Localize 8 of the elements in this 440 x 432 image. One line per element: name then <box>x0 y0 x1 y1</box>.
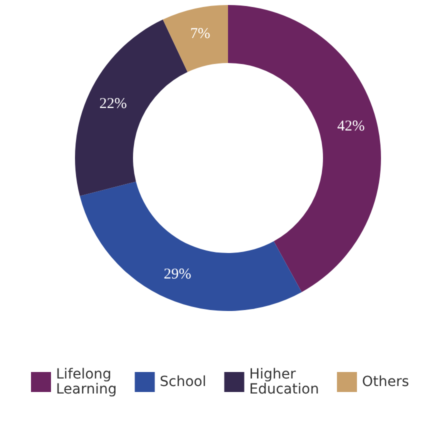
legend-label: Lifelong Learning <box>56 366 117 398</box>
data-label: 22% <box>99 96 127 112</box>
data-label: 7% <box>190 26 210 42</box>
legend-label: Higher Education <box>249 366 319 398</box>
data-label: 29% <box>164 266 192 283</box>
data-label: 42% <box>337 118 365 134</box>
legend-label: Others <box>362 374 409 390</box>
legend-label: School <box>160 374 206 390</box>
